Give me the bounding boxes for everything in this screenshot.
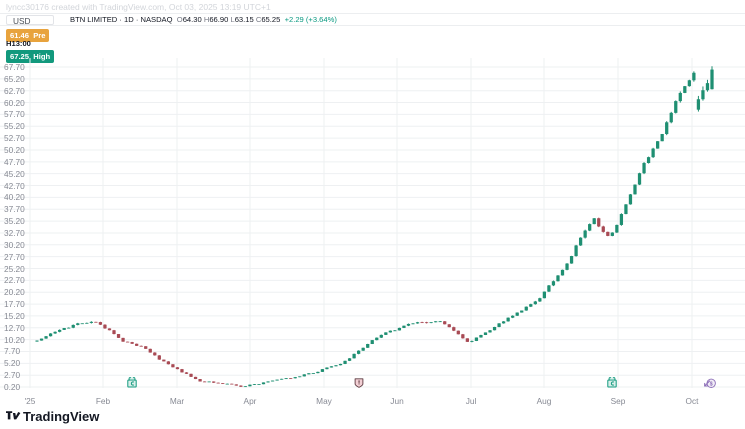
svg-text:$: $ — [710, 382, 713, 388]
